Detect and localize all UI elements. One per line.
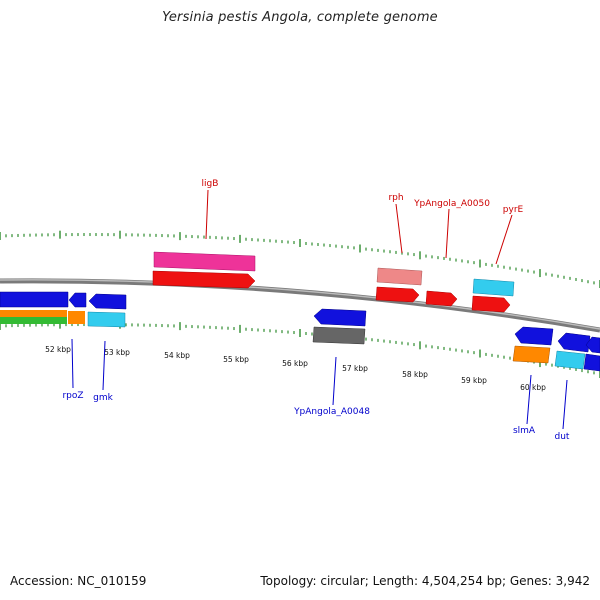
label-rpoZ[interactable]: rpoZ bbox=[62, 391, 83, 401]
inner-tick-ring bbox=[0, 320, 600, 378]
scale-label: 54 kbp bbox=[164, 351, 190, 360]
feature-left-small-arrow[interactable] bbox=[68, 292, 87, 308]
accession-text: Accession: NC_010159 bbox=[10, 574, 147, 588]
label-dut[interactable]: dut bbox=[555, 432, 570, 442]
outer-tick-ring bbox=[0, 230, 600, 288]
leader-rpoZ bbox=[71, 338, 74, 389]
feature-slmA-orange[interactable] bbox=[512, 345, 551, 364]
feature-ligB-arrow[interactable] bbox=[152, 270, 256, 289]
label-yp0048[interactable]: YpAngola_A0048 bbox=[293, 407, 370, 417]
scale-label: 57 kbp bbox=[342, 364, 368, 373]
scale-label: 60 kbp bbox=[520, 383, 546, 392]
feature-rph[interactable] bbox=[376, 267, 423, 286]
genome-backbone-highlight bbox=[0, 279, 600, 330]
leader-rph bbox=[395, 203, 403, 254]
feature-dut-arrow[interactable] bbox=[557, 332, 591, 353]
leader-slmA bbox=[526, 374, 532, 425]
feature-pyrE-arrow[interactable] bbox=[471, 295, 511, 313]
feature-dut-cyan[interactable] bbox=[554, 350, 586, 370]
feature-gmk-cyan[interactable] bbox=[87, 311, 126, 328]
leader-yp0048 bbox=[332, 356, 337, 406]
feature-right-arrow[interactable] bbox=[585, 336, 600, 354]
forward-labels: ligB rph YpAngola_A0050 pyrE bbox=[202, 179, 524, 265]
topology-text: Topology: circular; Length: 4,504,254 bp… bbox=[260, 574, 590, 588]
feature-slmA-arrow[interactable] bbox=[514, 326, 554, 346]
feature-yp0050-arrow[interactable] bbox=[425, 290, 458, 307]
feature-left-green[interactable] bbox=[0, 317, 67, 324]
feature-right-blue[interactable] bbox=[583, 353, 600, 372]
scale-label: 58 kbp bbox=[402, 370, 428, 379]
leader-ligB bbox=[205, 189, 209, 240]
feature-rpoZ-orange[interactable] bbox=[68, 311, 85, 324]
label-gmk[interactable]: gmk bbox=[93, 393, 113, 403]
label-rph[interactable]: rph bbox=[388, 193, 403, 203]
label-slmA[interactable]: slmA bbox=[513, 426, 536, 436]
label-yp0050[interactable]: YpAngola_A0050 bbox=[413, 199, 490, 209]
feature-gmk-arrow[interactable] bbox=[88, 293, 127, 310]
label-ligB[interactable]: ligB bbox=[202, 179, 219, 189]
forward-features bbox=[152, 251, 515, 313]
feature-pyrE[interactable] bbox=[472, 278, 515, 297]
feature-yp0048-gray[interactable] bbox=[312, 326, 366, 345]
scale-label: 53 kbp bbox=[104, 348, 130, 357]
leader-yp0050 bbox=[445, 208, 450, 259]
reverse-features bbox=[0, 291, 600, 372]
scale-labels: 52 kbp 53 kbp 54 kbp 55 kbp 56 kbp 57 kbp 58 k… bbox=[45, 345, 546, 392]
feature-rph-arrow[interactable] bbox=[375, 286, 420, 303]
leader-dut bbox=[562, 379, 568, 430]
scale-label: 55 kbp bbox=[223, 355, 249, 364]
map-title: Yersinia pestis Angola, complete genome bbox=[162, 10, 438, 25]
feature-left-orange[interactable] bbox=[0, 310, 67, 317]
scale-label: 59 kbp bbox=[461, 376, 487, 385]
reverse-labels: rpoZ gmk YpAngola_A0048 slmA dut bbox=[62, 338, 570, 442]
genome-backbone bbox=[0, 278, 600, 333]
leader-pyrE bbox=[495, 214, 513, 265]
label-pyrE[interactable]: pyrE bbox=[503, 205, 524, 215]
scale-label: 56 kbp bbox=[282, 359, 308, 368]
feature-yp0048-arrow[interactable] bbox=[313, 308, 367, 327]
feature-ligB-pink[interactable] bbox=[153, 251, 256, 272]
leader-gmk bbox=[102, 340, 106, 391]
feature-rpoZ-arrow[interactable] bbox=[0, 291, 69, 308]
scale-label: 52 kbp bbox=[45, 345, 71, 354]
